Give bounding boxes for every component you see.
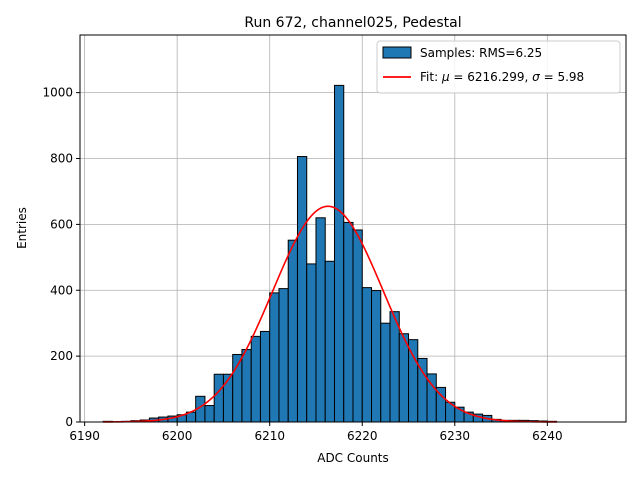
histogram-bar: [213, 373, 224, 423]
y-tick-label: 200: [50, 349, 73, 363]
histogram-bar: [343, 221, 354, 423]
fit-curve-layer: [103, 205, 557, 423]
legend-histogram-swatch: [382, 46, 412, 59]
legend: Samples: RMS=6.25 Fit: μ = 6216.299, σ =…: [376, 40, 621, 94]
legend-box: [376, 40, 621, 94]
y-axis-ticks: 0 200 400 600 800 1000: [42, 86, 80, 429]
y-tick-label: 600: [50, 217, 73, 231]
fit-curve: [103, 205, 557, 423]
histogram-bar: [222, 373, 234, 423]
chart-title: Run 672, channel025, Pedestal: [244, 15, 461, 31]
axes-frame: [79, 34, 627, 423]
x-tick-label: 6220: [347, 429, 378, 443]
histogram-bar: [259, 330, 271, 423]
x-axis-ticks: 6190 6200 6210 6220 6230 6240: [69, 422, 563, 443]
y-tick-label: 0: [65, 415, 73, 429]
x-tick-label: 6210: [254, 429, 285, 443]
histogram-bar: [352, 229, 363, 423]
x-axis-label: ADC Counts: [317, 451, 389, 465]
y-tick-label: 800: [50, 152, 73, 166]
x-tick-label: 6230: [440, 429, 471, 443]
histogram-bars: [102, 84, 558, 423]
histogram-bar: [408, 339, 419, 423]
y-tick-label: 1000: [42, 86, 73, 100]
legend-fit-label: Fit: μ = 6216.299, σ = 5.98: [420, 70, 584, 84]
histogram-bar: [380, 322, 391, 423]
histogram-bar: [250, 335, 261, 423]
histogram-bar: [241, 349, 252, 423]
y-tick-label: 400: [50, 283, 73, 297]
histogram-bar: [306, 263, 317, 423]
histogram-bar: [296, 156, 308, 423]
x-tick-label: 6240: [532, 429, 563, 443]
histogram-bar: [269, 292, 280, 423]
x-tick-label: 6200: [162, 429, 193, 443]
histogram-bar: [361, 287, 373, 423]
histogram-bar: [287, 239, 298, 423]
y-axis-label: Entries: [15, 207, 29, 249]
histogram-bar: [333, 84, 345, 423]
histogram-bar: [315, 217, 326, 423]
legend-histogram-label: Samples: RMS=6.25: [420, 46, 542, 60]
histogram-bar: [389, 311, 400, 423]
histogram-bar: [324, 260, 335, 423]
histogram-bar: [371, 290, 382, 423]
histogram-bar: [204, 405, 215, 423]
histogram-bar: [398, 333, 410, 423]
histogram-bar: [278, 288, 289, 423]
x-tick-label: 6190: [69, 429, 100, 443]
